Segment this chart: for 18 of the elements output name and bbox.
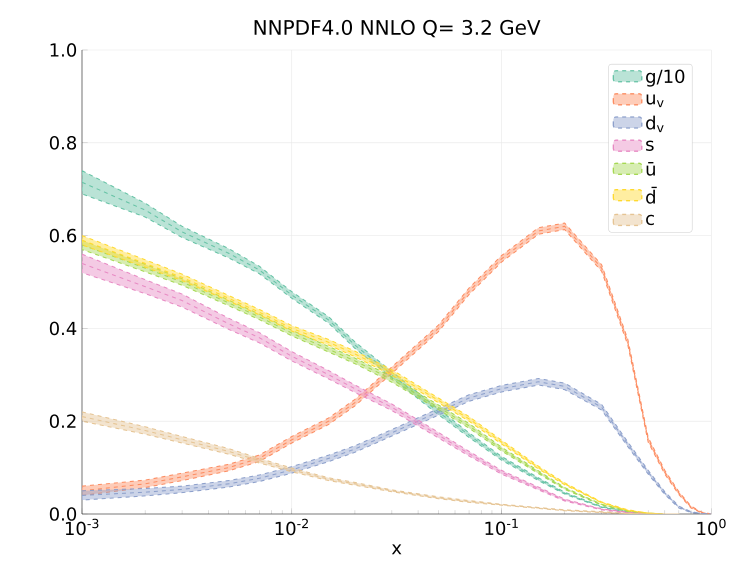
x-tick-label: 10$^{0}$ bbox=[698, 518, 726, 536]
y-tick-label: 0.4 bbox=[50, 322, 76, 336]
y-tick-label: 0.6 bbox=[50, 228, 76, 242]
legend-label: u$_{v}$ bbox=[646, 94, 664, 108]
y-tick-label: 0.2 bbox=[50, 414, 76, 428]
y-tick-label: 1.0 bbox=[50, 43, 76, 57]
x-tick-label: 10$^{-2}$ bbox=[276, 518, 308, 536]
chart-title: NNPDF4.0 NNLO Q= 3.2 GeV bbox=[254, 20, 540, 38]
y-tick-label: 0.8 bbox=[50, 136, 76, 150]
legend-label: g/10 bbox=[646, 70, 684, 87]
legend-label: s bbox=[646, 140, 654, 151]
x-tick-label: 10$^{-1}$ bbox=[485, 518, 518, 536]
legend-label: d̄ bbox=[646, 186, 657, 204]
legend-label: c bbox=[646, 214, 654, 226]
legend-label: ū bbox=[646, 162, 655, 176]
legend-label: d$_{v}$ bbox=[646, 116, 664, 132]
y-tick-label: 0.0 bbox=[50, 507, 76, 521]
x-axis-title: x bbox=[392, 544, 402, 554]
